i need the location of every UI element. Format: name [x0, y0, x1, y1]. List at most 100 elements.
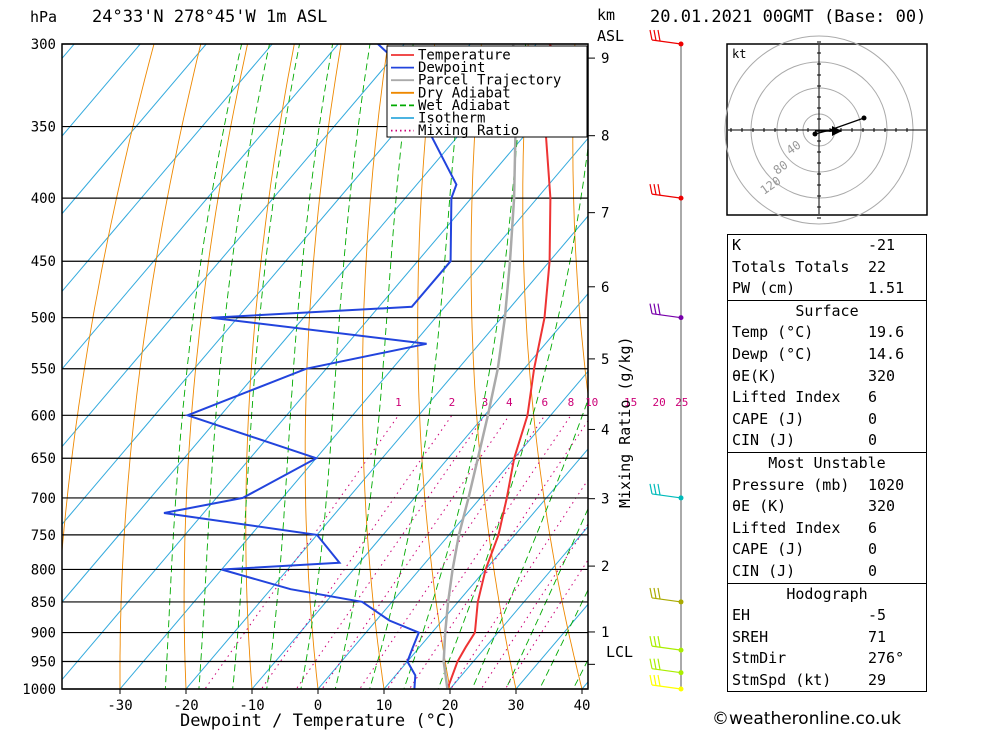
- pressure-tick-label: 800: [31, 562, 56, 578]
- mixing-ratio-label: 15: [624, 396, 637, 409]
- surface-label: Lifted Index: [732, 388, 841, 407]
- location-title: 24°33'N 278°45'W 1m ASL: [92, 7, 327, 27]
- km-tick-label: 6: [601, 280, 609, 296]
- legend-label: Dewpoint: [418, 60, 485, 76]
- wind-barb-shaft: [651, 645, 682, 651]
- legend-box: [386, 45, 588, 138]
- surface-row: Dewp (°C) 14.6: [728, 344, 926, 366]
- wind-barb-flag: [657, 636, 661, 648]
- axis-labels: 3003504004505005506006507007508008509009…: [22, 37, 688, 714]
- hodograph-end-dot: [861, 115, 867, 121]
- pressure-tick-label: 1000: [22, 682, 56, 698]
- surface-value: 14.6: [868, 344, 905, 363]
- surface-value: 19.6: [868, 323, 905, 342]
- hodograph-index-value: 71: [868, 627, 887, 646]
- most-unstable-value: 0: [868, 540, 878, 559]
- lcl-label: LCL: [606, 643, 633, 661]
- wind-barb-flag: [657, 674, 661, 687]
- most-unstable-row: CAPE (J) 0: [728, 539, 926, 561]
- hodograph-index-value: 29: [868, 670, 887, 689]
- dry-adiabat: [572, 44, 588, 398]
- isotherm-line: [317, 370, 588, 689]
- pressure-tick-label: 900: [31, 626, 56, 642]
- hodograph-index-row: EH -5: [728, 605, 926, 627]
- hpa-label: hPa: [30, 8, 57, 26]
- wind-barb-flag: [653, 483, 657, 495]
- wind-barb-flag: [653, 184, 657, 195]
- hodograph-ring-label: 40: [784, 138, 804, 158]
- wind-barb-flag: [653, 29, 657, 41]
- surface-value: 0: [868, 409, 878, 428]
- wind-barb-shaft: [651, 39, 682, 45]
- most-unstable-row: Lifted Index 6: [728, 518, 926, 540]
- wind-barb-flag: [649, 184, 653, 195]
- wind-barb-flag: [657, 29, 661, 42]
- isotherm-line: [62, 44, 75, 60]
- mixing-ratio-label: 20: [653, 396, 666, 409]
- wet-adiabat: [334, 44, 414, 689]
- km-tick-label: 8: [601, 129, 609, 145]
- surface-label: Dewp (°C): [732, 344, 814, 363]
- surface-title: Surface: [795, 301, 859, 320]
- hodograph-index-row: StmDir 276°: [728, 648, 926, 670]
- surface-row: Temp (°C) 19.6: [728, 322, 926, 344]
- most-unstable-title: Most Unstable: [768, 453, 886, 472]
- wind-barb-shaft: [651, 193, 682, 199]
- dry-adiabat: [621, 0, 722, 715]
- mixing-ratio-line: [321, 415, 510, 689]
- isotherm-line: [62, 44, 339, 370]
- wind-barb-shaft: [651, 493, 682, 499]
- surface-row: Lifted Index 6: [728, 387, 926, 409]
- surface-label: θE(K): [732, 366, 778, 385]
- wind-barb-flag: [657, 587, 661, 600]
- pressure-tick-label: 550: [31, 362, 56, 378]
- mixing-ratio-label: 3: [482, 396, 489, 409]
- wind-barb-shaft: [651, 597, 682, 603]
- wind-barb-flag: [657, 658, 661, 670]
- mixing-ratio-line: [450, 478, 588, 689]
- most-unstable-value: 0: [868, 561, 878, 580]
- hodograph-index-value: 276°: [868, 649, 905, 668]
- isotherm-line: [119, 137, 588, 689]
- wind-barb-flag: [657, 483, 661, 496]
- trace-temperature: [446, 44, 575, 689]
- surface-row: CIN (J) 0: [728, 430, 926, 452]
- wind-barb-flag: [649, 587, 653, 599]
- mixing-ratio-label: 1: [395, 396, 402, 409]
- mixing-ratio-line: [504, 559, 588, 689]
- most-unstable-label: CAPE (J): [732, 540, 805, 559]
- index-row: PW (cm) 1.51: [728, 278, 926, 300]
- pressure-tick-label: 450: [31, 254, 56, 270]
- wind-barb-flag: [653, 587, 657, 599]
- mixing-ratio-line: [408, 419, 588, 689]
- hodograph-index-value: -5: [868, 606, 887, 625]
- surface-label: CIN (J): [732, 431, 796, 450]
- datetime-title: 20.01.2021 00GMT (Base: 00): [650, 7, 926, 27]
- wet-adiabat: [505, 507, 588, 689]
- wet-adiabat: [198, 44, 270, 689]
- pressure-tick-label: 400: [31, 191, 56, 207]
- pressure-tick-label: 950: [31, 655, 56, 671]
- pressure-tick-label: 300: [31, 37, 56, 53]
- mixing-ratio-line: [260, 415, 453, 689]
- most-unstable-label: Lifted Index: [732, 518, 841, 537]
- trace-parcel-trajectory: [442, 44, 517, 689]
- mixing-ratio-line: [295, 415, 486, 689]
- surface-row: θE(K) 320: [728, 366, 926, 388]
- wet-adiabat: [232, 44, 300, 689]
- mixing-ratio-label: 25: [675, 396, 688, 409]
- x-tick-label: -20: [173, 698, 198, 714]
- wet-adiabat: [539, 588, 588, 689]
- asl-label: ASL: [597, 27, 624, 45]
- pressure-tick-label: 350: [31, 120, 56, 136]
- mixing-ratio-label: 10: [585, 396, 598, 409]
- hodograph-index-row: SREH 71: [728, 627, 926, 649]
- pressure-tick-label: 850: [31, 595, 56, 611]
- hodograph-index-label: SREH: [732, 627, 769, 646]
- wind-barb-flag: [653, 674, 657, 686]
- pressure-tick-label: 500: [31, 311, 56, 327]
- surface-label: CAPE (J): [732, 409, 805, 428]
- wind-barb-flag: [649, 303, 653, 314]
